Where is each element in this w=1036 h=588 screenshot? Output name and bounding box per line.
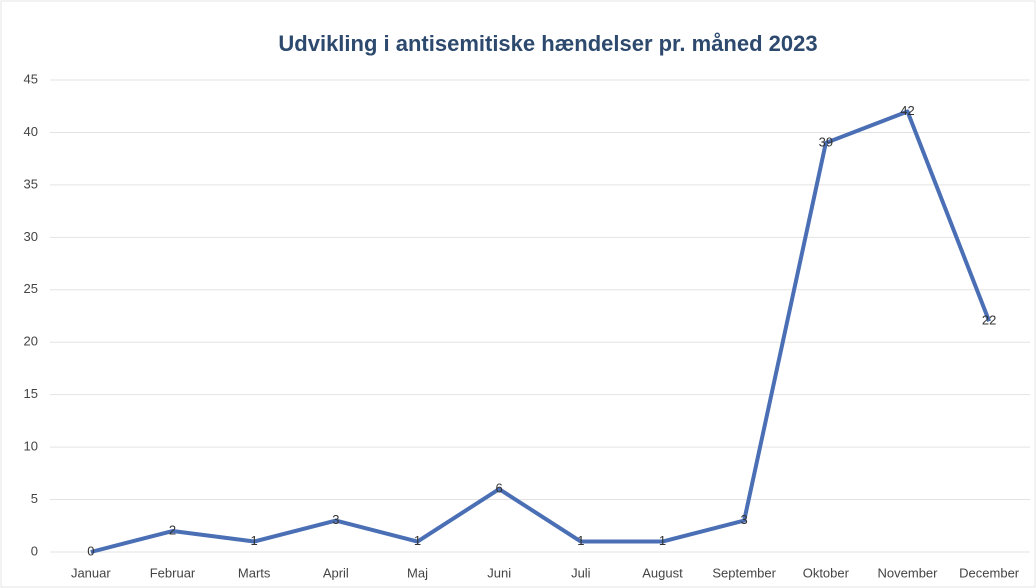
- chart-title: Udvikling i antisemitiske hændelser pr. …: [278, 31, 817, 56]
- y-tick-label: 15: [24, 386, 38, 401]
- y-tick-label: 5: [31, 491, 38, 506]
- x-tick-label: December: [959, 565, 1020, 580]
- x-tick-label: Januar: [71, 565, 111, 580]
- x-tick-label: Februar: [150, 565, 196, 580]
- x-tick-label: April: [323, 565, 349, 580]
- data-label: 3: [332, 512, 339, 527]
- y-tick-label: 0: [31, 543, 38, 558]
- data-label: 39: [819, 134, 833, 149]
- data-label: 1: [577, 533, 584, 548]
- x-tick-label: Marts: [238, 565, 271, 580]
- x-tick-label: Juni: [487, 565, 511, 580]
- data-label: 2: [169, 522, 176, 537]
- x-tick-label: Maj: [407, 565, 428, 580]
- y-tick-label: 20: [24, 334, 38, 349]
- y-tick-label: 35: [24, 176, 38, 191]
- data-label: 42: [900, 103, 914, 118]
- y-tick-label: 40: [24, 124, 38, 139]
- data-label: 1: [659, 533, 666, 548]
- data-label: 1: [251, 533, 258, 548]
- data-label: 22: [982, 313, 996, 328]
- data-label: 6: [496, 481, 503, 496]
- x-tick-label: Oktober: [803, 565, 850, 580]
- x-tick-label: Juli: [571, 565, 591, 580]
- data-line: [90, 109, 992, 554]
- y-tick-label: 30: [24, 229, 38, 244]
- y-tick-label: 25: [24, 281, 38, 296]
- y-tick-label: 45: [24, 71, 38, 86]
- x-tick-label: November: [878, 565, 939, 580]
- data-label: 1: [414, 533, 421, 548]
- y-tick-label: 10: [24, 439, 38, 454]
- data-label: 3: [741, 512, 748, 527]
- x-tick-label: August: [642, 565, 683, 580]
- data-label: 0: [87, 543, 94, 558]
- x-tick-label: September: [712, 565, 776, 580]
